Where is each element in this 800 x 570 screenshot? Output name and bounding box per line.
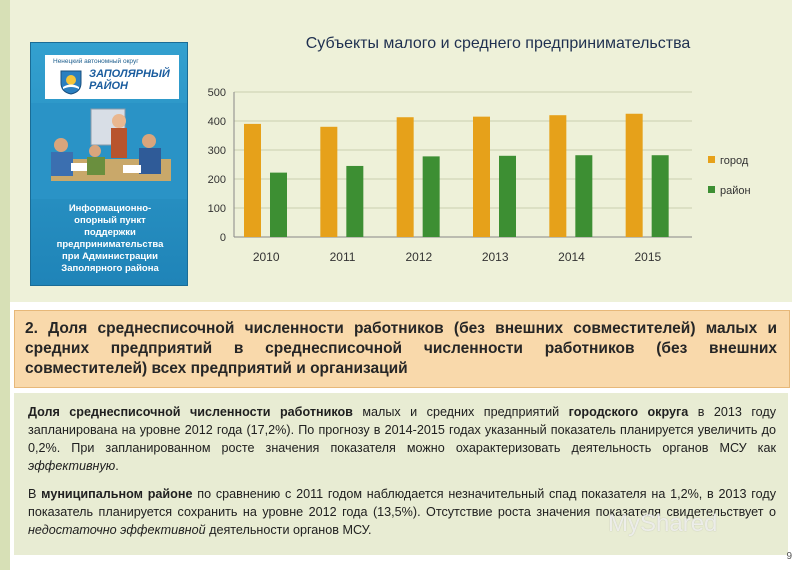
paragraph-city-text1: малых и средних предприятий	[352, 405, 569, 419]
legend-swatch-район	[708, 186, 715, 193]
bar-район	[346, 165, 364, 237]
bar-район	[499, 155, 516, 237]
brochure-image: Ненецкий автономный округ ЗАПОЛЯРНЫЙ РАЙ…	[30, 42, 188, 286]
brochure-region-text: Ненецкий автономный округ	[53, 58, 139, 65]
body-panel: Доля среднесписочной численности работни…	[14, 393, 788, 555]
x-tick-label: 2010	[253, 250, 280, 264]
page-number: 9	[786, 551, 792, 562]
x-tick-label: 2012	[405, 250, 432, 264]
bar-город	[549, 115, 567, 237]
paragraph-district-text1: В	[28, 487, 42, 501]
x-tick-label: 2015	[634, 250, 661, 264]
brochure-body-text: Информационно- опорный пункт поддержки п…	[56, 203, 164, 274]
x-tick-label: 2013	[482, 250, 509, 264]
brochure-title-line2: РАЙОН	[89, 80, 128, 92]
y-tick-label: 500	[208, 87, 226, 99]
y-tick-label: 400	[208, 116, 226, 128]
y-tick-label: 100	[208, 203, 226, 215]
brochure-title-line1: ЗАПОЛЯРНЫЙ	[89, 68, 170, 80]
x-tick-label: 2014	[558, 250, 585, 264]
paragraph-city-bold1: Доля среднесписочной численности работни…	[28, 405, 353, 419]
legend-swatch-город	[708, 156, 715, 163]
paragraph-district: В муниципальном районе по сравнению с 20…	[28, 485, 776, 539]
bar-город	[320, 126, 338, 237]
paragraph-city-text2: в 2013 году запланирована на уровне 2012…	[28, 405, 777, 455]
paragraph-district-italic: недостаточно эффективной	[28, 523, 206, 537]
district-emblem-icon	[60, 70, 82, 95]
bar-город	[473, 116, 490, 237]
y-tick-label: 200	[208, 174, 226, 186]
paragraph-district-bold: муниципальном районе	[41, 487, 193, 501]
legend-label: район	[720, 185, 751, 197]
watermark: MyShared	[608, 510, 718, 537]
paragraph-district-text2: по сравнению с 2011 годом наблюдается не…	[28, 487, 776, 519]
legend-label: город	[720, 155, 749, 167]
y-tick-label: 300	[208, 145, 226, 157]
paragraph-city-text3: .	[115, 459, 119, 473]
bar-район	[270, 172, 287, 237]
bar-город	[244, 123, 261, 237]
paragraph-city-bold2: городского округа	[568, 405, 689, 419]
bar-город	[396, 117, 414, 237]
bar-район	[422, 156, 440, 237]
chart-title: Субъекты малого и среднего предпринимате…	[305, 35, 691, 52]
office-workers-illustration	[31, 103, 187, 199]
bar-район	[575, 155, 593, 237]
bar-chart: 0 100 200 300 400 500 2010 2011 2012 2013 2014 2015…	[208, 87, 751, 264]
section-header-box: 2. Доля среднесписочной численности рабо…	[14, 310, 790, 388]
paragraph-district-text3: деятельности органов МСУ.	[205, 523, 372, 537]
y-tick-label: 0	[220, 232, 226, 244]
brochure-title: ЗАПОЛЯРНЫЙ РАЙОН	[89, 68, 170, 92]
paragraph-city-italic: эффективную	[28, 459, 116, 473]
bar-район	[651, 155, 669, 237]
brochure-header: Ненецкий автономный округ ЗАПОЛЯРНЫЙ РАЙ…	[45, 55, 179, 99]
section-heading: 2. Доля среднесписочной численности рабо…	[25, 320, 777, 377]
paragraph-city: Доля среднесписочной численности работни…	[28, 403, 776, 475]
x-tick-label: 2011	[330, 250, 356, 264]
left-decor-strip	[0, 0, 10, 570]
bar-город	[625, 113, 643, 237]
